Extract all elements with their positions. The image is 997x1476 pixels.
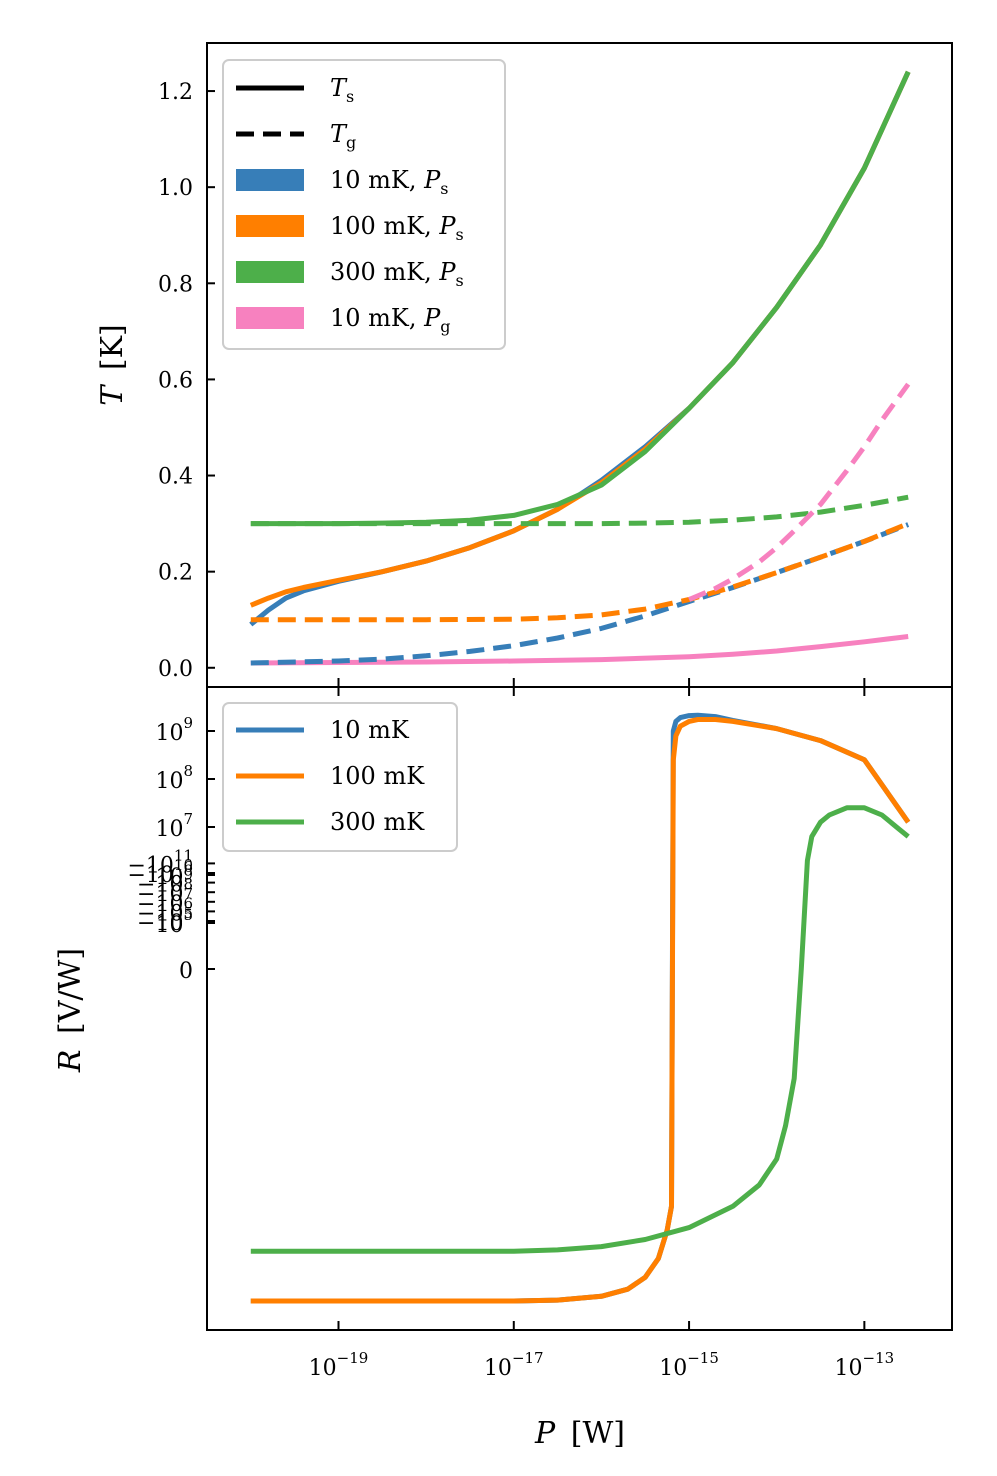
bottom-y-tick-label: 0 <box>179 959 193 984</box>
bottom-legend-box <box>222 702 458 852</box>
top-y-tick-label: 0.2 <box>158 561 193 586</box>
bottom-y-tick-label: 107 <box>155 810 193 842</box>
top-legend-patch-3 <box>236 215 304 237</box>
top-y-tick-label: 1.2 <box>158 80 193 105</box>
top-legend-label-4: 300 mK, Ps <box>330 258 464 290</box>
top-y-tick-label: 0.4 <box>158 465 193 490</box>
bottom-legend-label-2: 300 mK <box>330 808 425 836</box>
top-legend-label-0: Ts <box>330 74 354 106</box>
top-series-group <box>249 70 911 666</box>
top-y-axis-label: T [K] <box>95 324 130 405</box>
bottom-panel: 109 108 107 106 105 0 −105−106−107−108−109−101… <box>53 686 953 1451</box>
bottom-y-tick-label: −106 <box>137 894 193 926</box>
bottom-y-tick-label: −107 <box>137 885 193 917</box>
bottom-legend-label-1: 100 mK <box>330 762 425 790</box>
bottom-x-ticks: 10−19 10−17 10−15 10−13 <box>309 687 895 1381</box>
bottom-axes-frame <box>206 686 953 1331</box>
top-legend-label-1: Tg <box>330 120 356 152</box>
bottom-y-tick-label: 109 <box>155 714 193 746</box>
top-y-tick-label: 1.0 <box>158 176 193 201</box>
top-series-line-3 <box>250 634 909 666</box>
top-series-line-5 <box>250 521 910 623</box>
bottom-x-tick-label: 10−19 <box>309 1349 369 1381</box>
bottom-x-tick-label: 10−17 <box>484 1349 544 1381</box>
top-y-tick-label: 0.0 <box>158 657 193 682</box>
bottom-legend-label-0: 10 mK <box>330 716 410 744</box>
top-legend-label-5: 10 mK, Pg <box>330 304 451 336</box>
top-x-ticks <box>337 678 866 687</box>
top-y-tick-label: 0.6 <box>158 368 193 393</box>
top-y-ticks: 0.0 0.2 0.4 0.6 0.8 1.0 1.2 <box>158 80 215 682</box>
bottom-y-axis-label: R [V/W] <box>53 948 88 1073</box>
bottom-x-tick-label: 10−13 <box>835 1349 895 1381</box>
top-legend-patch-2 <box>236 169 304 191</box>
bottom-y-tick-label: −105 <box>137 904 193 936</box>
x-axis-label: P [W] <box>534 1416 625 1451</box>
top-series-line-6 <box>250 494 909 527</box>
top-y-tick-label: 0.8 <box>158 272 193 297</box>
bottom-y-tick-label: −109 <box>137 866 193 898</box>
top-legend-patch-4 <box>236 261 304 283</box>
top-legend: Ts Tg 10 mK, Ps 100 mK, Ps 300 mK, Ps 10 mK, … <box>222 59 506 350</box>
top-legend-label-2: 10 mK, Ps <box>330 166 449 198</box>
bottom-y-tick-label: 108 <box>155 762 193 794</box>
bottom-legend: 10 mK 100 mK 300 mK <box>222 702 458 852</box>
bottom-x-tick-label: 10−15 <box>659 1349 719 1381</box>
bottom-series-line-1 <box>250 717 911 1304</box>
top-legend-label-3: 100 mK, Ps <box>330 212 464 244</box>
top-panel: 0.0 0.2 0.4 0.6 0.8 1.0 1.2 T [K] Ts Tg 10 mK, P… <box>95 42 953 688</box>
bottom-y-tick-label: 105 <box>155 906 193 938</box>
bottom-y-ticks: 109 108 107 106 105 0 −105−106−107−108−109−101… <box>127 714 215 984</box>
bottom-y-tick-label: −1011 <box>127 846 193 878</box>
top-legend-patch-5 <box>236 307 304 329</box>
bottom-series-line-2 <box>250 805 910 1254</box>
bottom-y-tick-label: −1010 <box>127 856 193 888</box>
top-series-line-4 <box>250 522 910 666</box>
bottom-y-tick-label: −108 <box>137 875 193 907</box>
bottom-y-tick-label: 106 <box>155 858 193 890</box>
bottom-series-group <box>250 712 911 1304</box>
top-series-line-7 <box>688 382 911 602</box>
